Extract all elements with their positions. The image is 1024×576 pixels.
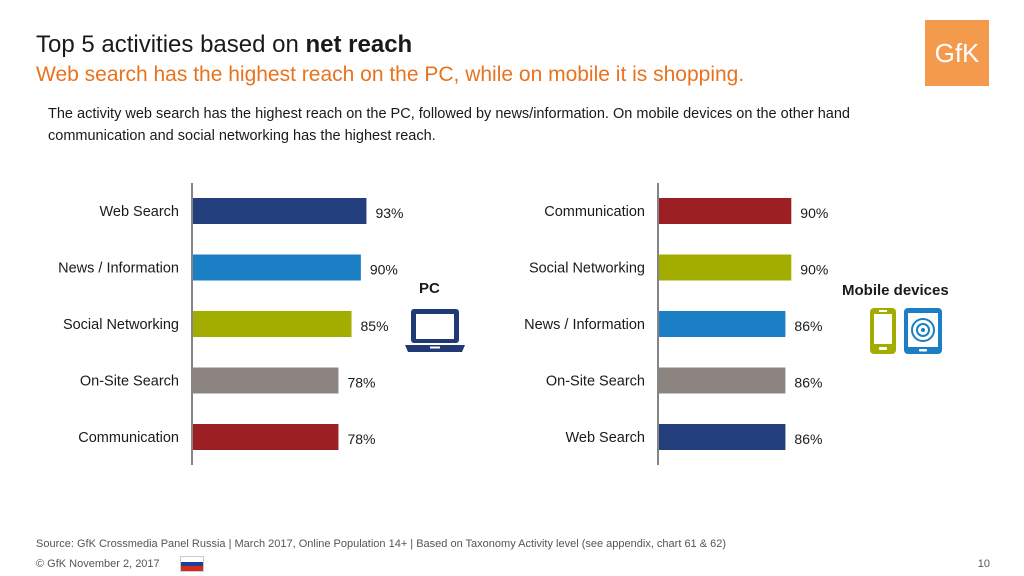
mobile-category-label-3: News / Information: [524, 317, 645, 333]
page-title: Top 5 activities based on net reach: [36, 30, 412, 60]
mobile-bar-2: [659, 254, 792, 281]
intro-text: The activity web search has the highest …: [48, 106, 850, 144]
mobile-bar-4: [659, 367, 786, 394]
mobile-value-label-1: 90%: [800, 205, 828, 221]
mobile-category-label-5: Web Search: [565, 430, 645, 446]
gfk-logo-mark: GfK: [935, 38, 980, 68]
mobile-category-label-2: Social Networking: [529, 261, 645, 277]
page-subtitle: Web search has the highest reach on the …: [36, 63, 745, 86]
mobile-bar-3: [659, 311, 786, 337]
source-note: Source: GfK Crossmedia Panel Russia | Ma…: [36, 538, 727, 550]
pc-value-label-1: 93%: [375, 205, 403, 221]
gfk-logo-text: GfK: [935, 38, 980, 68]
pc-value-label-3: 85%: [361, 318, 389, 334]
pc-bar-5: [193, 424, 339, 450]
flag-stripe-blue: [181, 561, 203, 567]
pc-category-label-2: News / Information: [58, 261, 179, 277]
copyright: © GfK November 2, 2017: [36, 558, 160, 570]
pc-category-label-4: On-Site Search: [80, 374, 179, 390]
mobile-category-label-4: On-Site Search: [546, 374, 645, 390]
pc-value-label-4: 78%: [347, 375, 375, 391]
page-number: 10: [977, 558, 990, 570]
pc-value-label-2: 90%: [370, 262, 398, 278]
flag-stripe-white: [181, 557, 203, 562]
mobile-category-label-1: Communication: [544, 204, 645, 220]
pc-category-label-3: Social Networking: [63, 317, 179, 333]
pc-bar-1: [193, 198, 367, 224]
title-bold: net reach: [305, 31, 413, 58]
mobile-bar-1: [659, 198, 792, 224]
pc-category-label-1: Web Search: [99, 204, 179, 220]
tablet-icon: [904, 308, 942, 354]
pc-chart-title: PC: [419, 280, 440, 297]
flag-stripe-red: [181, 566, 203, 571]
title-prefix: Top 5 activities based on: [36, 31, 306, 58]
pc-category-label-5: Communication: [78, 430, 179, 446]
mobile-value-label-2: 90%: [800, 262, 828, 278]
russia-flag-icon: [180, 556, 204, 572]
smartphone-icon: [870, 308, 896, 354]
pc-bar-3: [193, 311, 352, 337]
pc-bar-2: [193, 254, 361, 281]
pc-bar-4: [193, 367, 339, 394]
mobile-value-label-5: 86%: [794, 431, 822, 447]
mobile-chart-title: Mobile devices: [842, 282, 949, 299]
laptop-icon: [405, 309, 465, 352]
pc-value-label-5: 78%: [347, 431, 375, 447]
mobile-value-label-4: 86%: [794, 375, 822, 391]
gfk-logo: GfK: [925, 20, 989, 86]
mobile-value-label-3: 86%: [794, 318, 822, 334]
mobile-bar-5: [659, 424, 786, 450]
